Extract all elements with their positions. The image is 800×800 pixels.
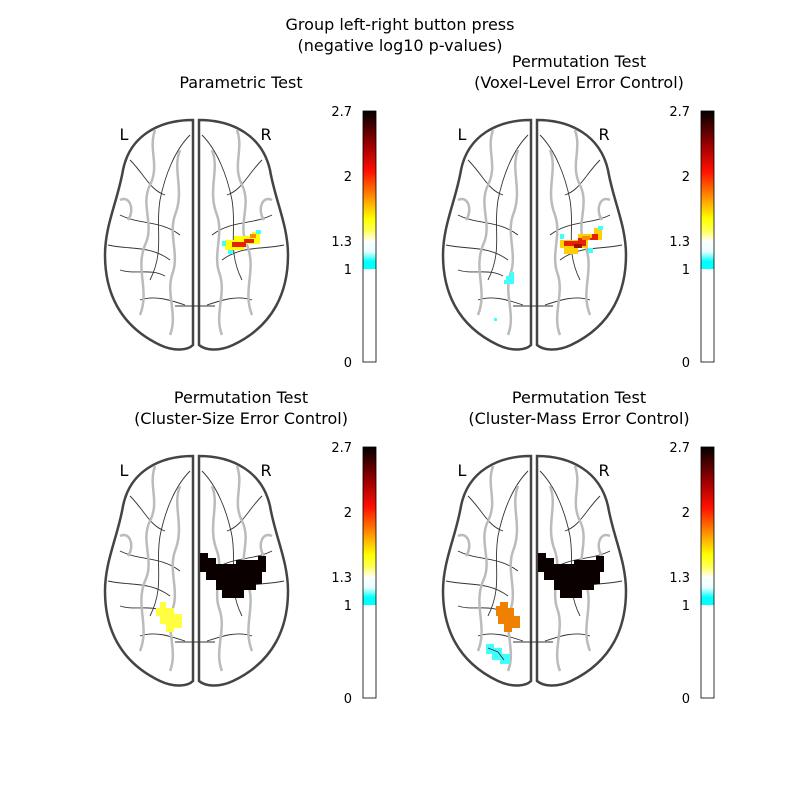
panel-cluster-size: Permutation Test (Cluster-Size Error Con… <box>103 388 348 687</box>
colorbar-tick-label: 2 <box>682 506 690 521</box>
colorbar-tick-label: 1.3 <box>669 571 690 586</box>
colorbar-tick-label: 1.3 <box>331 571 352 586</box>
panel-subtitle: (Cluster-Size Error Control) <box>134 409 348 428</box>
panel-cluster-mass: Permutation Test (Cluster-Mass Error Con… <box>441 388 690 687</box>
activation-cluster-left-parietal <box>494 272 514 321</box>
activation-cluster-right-central <box>538 553 604 598</box>
colorbar-tick-label: 1.3 <box>669 235 690 250</box>
glass-brain: L R <box>441 118 628 351</box>
panel-title: Permutation Test <box>512 388 646 407</box>
colorbar: 0 1 1.3 2 2.7 <box>669 441 715 707</box>
figure-title: Group left-right button press <box>286 15 515 34</box>
colorbar-tick-label: 0 <box>682 692 690 707</box>
colorbar-gradient <box>362 446 377 699</box>
colorbar-tick-label: 2.7 <box>331 441 352 456</box>
colorbar-gradient <box>700 110 715 363</box>
hemisphere-label-left: L <box>458 125 467 144</box>
activation-cluster-right-central <box>560 226 603 254</box>
colorbars: 0 1 1.3 2 2.7 0 1 1.3 2 2.7 0 1 1.3 2 2.7 0 1 1.3 2 2.7 <box>331 105 715 707</box>
colorbar-tick-label: 0 <box>344 356 352 371</box>
colorbar-tick-label: 2 <box>344 170 352 185</box>
figure-subtitle: (negative log10 p-values) <box>298 36 503 55</box>
glass-brain: L R <box>103 118 290 351</box>
glass-brain: L R <box>441 454 628 687</box>
panel-title: Permutation Test <box>512 52 646 71</box>
colorbar: 0 1 1.3 2 2.7 <box>331 441 377 707</box>
colorbar-tick-label: 2 <box>344 506 352 521</box>
activation-cluster-left-parietal <box>156 602 182 632</box>
colorbar-tick-label: 2.7 <box>669 105 690 120</box>
hemisphere-label-right: R <box>598 461 609 480</box>
colorbar-tick-label: 1 <box>682 263 690 278</box>
activation-cluster-left-occipital <box>486 644 510 664</box>
colorbar: 0 1 1.3 2 2.7 <box>669 105 715 371</box>
colorbar-tick-label: 1 <box>344 263 352 278</box>
colorbar-tick-label: 1 <box>344 599 352 614</box>
activation-cluster-right-central <box>200 553 266 598</box>
panel-subtitle: (Cluster-Mass Error Control) <box>468 409 689 428</box>
colorbar-tick-label: 2.7 <box>669 441 690 456</box>
colorbar: 0 1 1.3 2 2.7 <box>331 105 377 371</box>
colorbar-tick-label: 0 <box>344 692 352 707</box>
colorbar-tick-label: 0 <box>682 356 690 371</box>
hemisphere-label-left: L <box>120 125 129 144</box>
hemisphere-label-right: R <box>598 125 609 144</box>
hemisphere-label-right: R <box>260 461 271 480</box>
colorbar-tick-label: 1 <box>682 599 690 614</box>
panel-title: Permutation Test <box>174 388 308 407</box>
hemisphere-label-left: L <box>458 461 467 480</box>
glass-brain: L R <box>103 454 290 687</box>
panel-parametric: Parametric Test L R <box>103 73 303 351</box>
brain-outline <box>103 118 290 351</box>
hemisphere-label-right: R <box>260 125 271 144</box>
panel-subtitle: (Voxel-Level Error Control) <box>474 73 684 92</box>
colorbar-gradient <box>700 446 715 699</box>
panel-voxel-level: Permutation Test (Voxel-Level Error Cont… <box>441 52 684 351</box>
colorbar-tick-label: 1.3 <box>331 235 352 250</box>
panel-title: Parametric Test <box>179 73 302 92</box>
colorbar-tick-label: 2 <box>682 170 690 185</box>
activation-cluster-left-parietal <box>496 602 520 632</box>
hemisphere-label-left: L <box>120 461 129 480</box>
activation-cluster-right-central <box>222 230 261 254</box>
colorbar-gradient <box>362 110 377 363</box>
colorbar-tick-label: 2.7 <box>331 105 352 120</box>
